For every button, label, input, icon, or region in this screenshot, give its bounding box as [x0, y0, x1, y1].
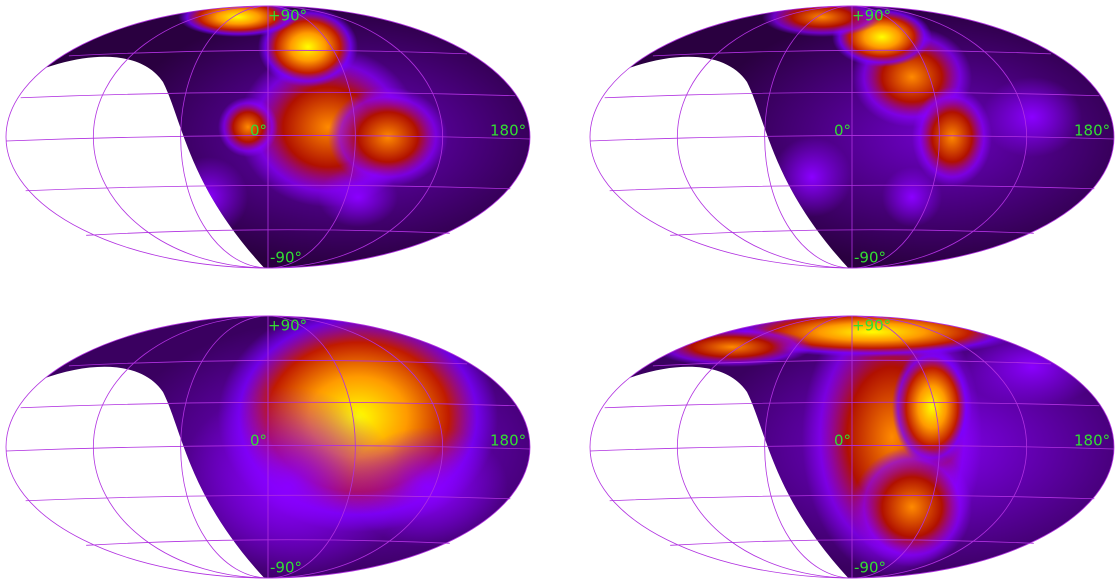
parallel [609, 494, 1095, 502]
parallel [25, 494, 511, 502]
east-label: 180° [1074, 432, 1110, 450]
parallel [609, 184, 1095, 192]
parallel [20, 401, 516, 409]
parallel [20, 91, 516, 99]
parallel [604, 91, 1100, 99]
center-label: 0° [250, 122, 267, 140]
parallel [68, 359, 468, 367]
sky-blob [892, 347, 972, 467]
sky-blob [882, 167, 942, 227]
sky-blob [348, 427, 508, 547]
south-label: -90° [270, 249, 302, 267]
parallel [589, 445, 1115, 452]
south-label: -90° [270, 559, 302, 577]
sky-map: +90° 0° 180° -90° [589, 5, 1115, 269]
parallel [68, 49, 468, 57]
north-label: +90° [268, 7, 307, 25]
parallel [670, 539, 1034, 546]
parallel [86, 539, 450, 546]
parallel [5, 135, 531, 142]
center-label: 0° [250, 432, 267, 450]
north-label: +90° [268, 317, 307, 335]
sky-blob [852, 447, 972, 567]
sky-blob [962, 327, 1102, 407]
sky-blob [982, 77, 1082, 157]
sky-blob [178, 387, 398, 578]
east-label: 180° [490, 432, 526, 450]
south-label: -90° [854, 249, 886, 267]
parallel [604, 401, 1100, 409]
north-label: +90° [852, 7, 891, 25]
sky-map: +90° 0° 180° -90° [5, 315, 531, 579]
parallel [86, 229, 450, 236]
east-label: 180° [1074, 122, 1110, 140]
sky-data-group [590, 316, 1114, 578]
south-label: -90° [854, 559, 886, 577]
sky-blob [318, 167, 398, 227]
center-label: 0° [834, 432, 851, 450]
sky-blob [328, 87, 448, 187]
parallel [652, 49, 1052, 57]
parallel [652, 359, 1052, 367]
sky-map: +90° 0° 180° -90° [5, 5, 531, 269]
parallel [670, 229, 1034, 236]
parallel [589, 135, 1115, 142]
parallel [5, 445, 531, 452]
parallel [25, 184, 511, 192]
east-label: 180° [490, 122, 526, 140]
north-label: +90° [852, 317, 891, 335]
sky-blob [912, 87, 992, 187]
sky-data [590, 316, 1114, 578]
sky-map: +90° 0° 180° -90° [589, 315, 1115, 579]
sky-blob [218, 97, 278, 157]
center-label: 0° [834, 122, 851, 140]
